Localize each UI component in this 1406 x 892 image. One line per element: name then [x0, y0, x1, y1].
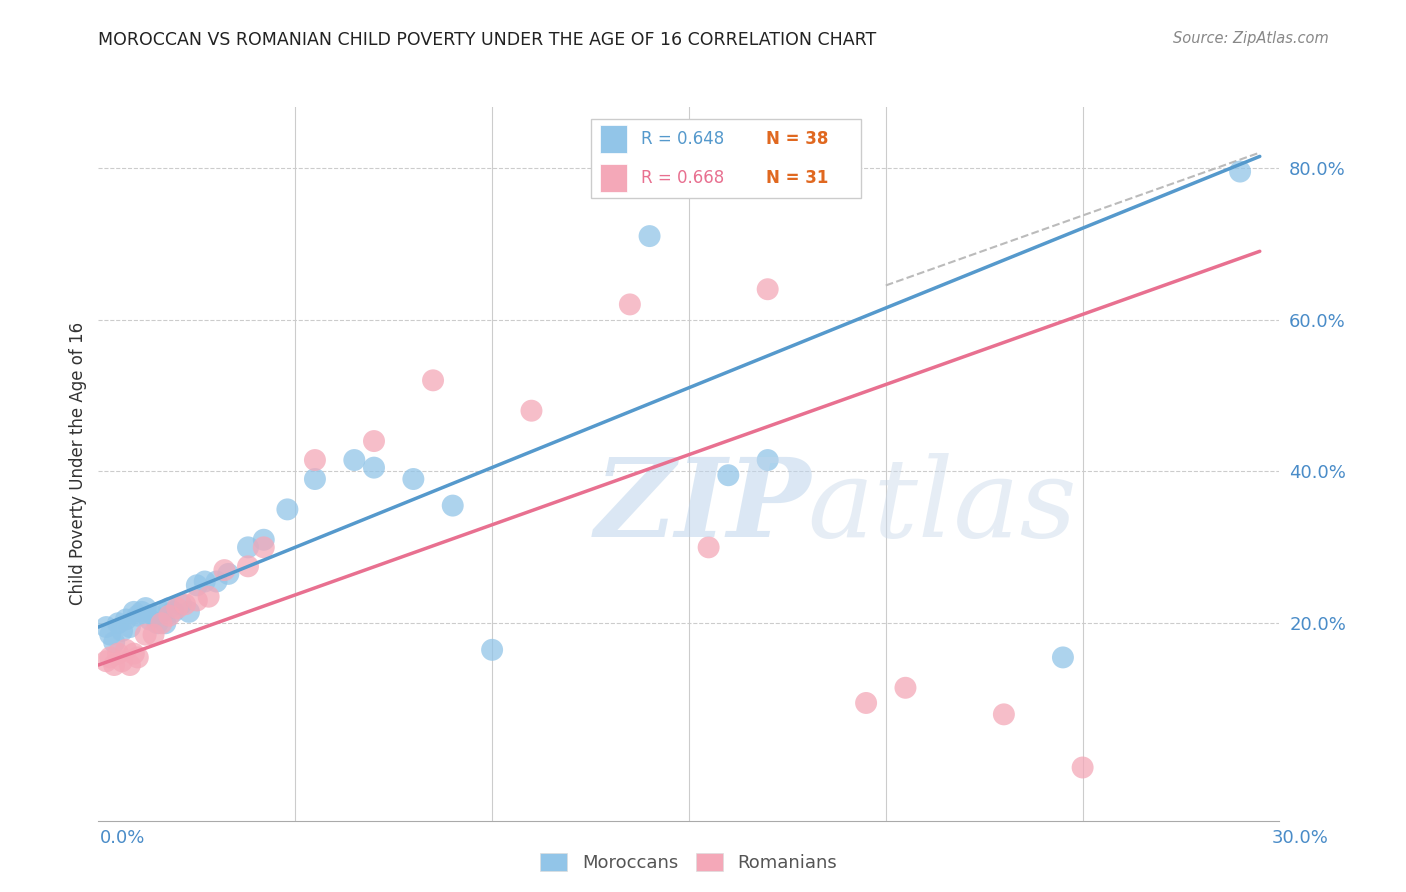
Point [138, 612, 160, 626]
Point [127, 608, 149, 623]
Point [135, 627, 157, 641]
Point [98, 650, 121, 665]
Point [155, 616, 177, 631]
Point [118, 620, 141, 634]
Point [205, 574, 228, 589]
Point [1071, 760, 1094, 774]
Point [197, 590, 219, 604]
Text: atlas: atlas [807, 453, 1077, 560]
Point [253, 541, 276, 555]
Point [107, 647, 129, 661]
Point [118, 658, 141, 673]
Point [103, 635, 125, 649]
Point [304, 472, 326, 486]
Point [157, 608, 180, 623]
Text: 30.0%: 30.0% [1272, 829, 1329, 847]
Point [304, 453, 326, 467]
Point [276, 502, 298, 516]
Point [638, 229, 661, 244]
Point [135, 601, 157, 615]
Point [214, 563, 236, 577]
Point [127, 650, 149, 665]
Point [111, 624, 134, 638]
Point [122, 605, 145, 619]
Point [131, 605, 153, 619]
Point [162, 605, 184, 619]
Point [717, 468, 740, 483]
Point [236, 559, 259, 574]
Legend: Moroccans, Romanians: Moroccans, Romanians [533, 846, 845, 880]
Point [619, 297, 641, 311]
Point [756, 282, 779, 296]
Point [343, 453, 366, 467]
Text: MOROCCAN VS ROMANIAN CHILD POVERTY UNDER THE AGE OF 16 CORRELATION CHART: MOROCCAN VS ROMANIAN CHILD POVERTY UNDER… [98, 31, 877, 49]
Point [194, 574, 217, 589]
Point [103, 658, 125, 673]
Point [96, 620, 118, 634]
Point [186, 593, 208, 607]
Point [115, 612, 138, 626]
Point [150, 616, 173, 631]
Text: Source: ZipAtlas.com: Source: ZipAtlas.com [1173, 31, 1329, 46]
Point [894, 681, 917, 695]
Point [170, 597, 193, 611]
Point [441, 499, 464, 513]
Point [96, 654, 118, 668]
Point [142, 608, 165, 623]
Point [402, 472, 425, 486]
Point [166, 601, 188, 615]
Point [177, 605, 200, 619]
Point [236, 541, 259, 555]
Point [253, 533, 276, 547]
Point [363, 434, 385, 448]
Point [1052, 650, 1074, 665]
Text: 0.0%: 0.0% [100, 829, 145, 847]
Point [855, 696, 877, 710]
Point [115, 643, 138, 657]
Point [186, 578, 208, 592]
Text: ZIP: ZIP [595, 453, 811, 560]
Y-axis label: Child Poverty Under the Age of 16: Child Poverty Under the Age of 16 [69, 322, 87, 606]
Point [363, 460, 385, 475]
Point [157, 601, 180, 615]
Point [107, 616, 129, 631]
Point [993, 707, 1015, 722]
Point [146, 616, 169, 631]
Point [98, 627, 121, 641]
Point [142, 627, 165, 641]
Point [520, 403, 543, 417]
Point [756, 453, 779, 467]
Point [481, 643, 503, 657]
Point [422, 373, 444, 387]
Point [1229, 164, 1251, 178]
Point [697, 541, 720, 555]
Point [111, 654, 134, 668]
Point [174, 597, 197, 611]
Point [122, 647, 145, 661]
Point [217, 566, 239, 581]
Point [150, 605, 173, 619]
